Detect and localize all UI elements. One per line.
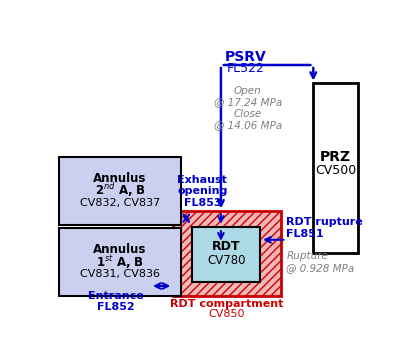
Text: CV780: CV780 <box>207 254 246 267</box>
Text: Exhaust
opening
FL853: Exhaust opening FL853 <box>177 175 227 208</box>
Text: PRZ: PRZ <box>320 150 351 164</box>
Text: CV831, CV836: CV831, CV836 <box>80 269 160 279</box>
Text: RDT compartment: RDT compartment <box>170 299 284 309</box>
Bar <box>59 228 181 296</box>
Bar <box>59 157 181 225</box>
Text: FL522: FL522 <box>227 62 265 75</box>
Text: PSRV: PSRV <box>225 50 266 64</box>
Text: CV850: CV850 <box>209 310 245 320</box>
Bar <box>192 227 260 282</box>
Bar <box>173 211 281 296</box>
Text: Entrance
FL852: Entrance FL852 <box>88 291 144 312</box>
Text: CV500: CV500 <box>315 164 356 177</box>
Text: RDT rupture
FL851: RDT rupture FL851 <box>286 218 363 239</box>
Text: CV832, CV837: CV832, CV837 <box>80 198 160 208</box>
Text: Annulus: Annulus <box>93 172 147 185</box>
Text: Open
@ 17.24 MPa
Close
@ 14.06 MPa: Open @ 17.24 MPa Close @ 14.06 MPa <box>214 86 282 131</box>
Text: Annulus: Annulus <box>93 243 147 256</box>
Text: RDT: RDT <box>212 240 240 253</box>
Text: 1$^{st}$ A, B: 1$^{st}$ A, B <box>96 253 144 271</box>
Text: 2$^{nd}$ A, B: 2$^{nd}$ A, B <box>95 182 145 199</box>
Bar <box>314 84 358 253</box>
Text: Rupture
@ 0.928 MPa: Rupture @ 0.928 MPa <box>286 251 355 273</box>
